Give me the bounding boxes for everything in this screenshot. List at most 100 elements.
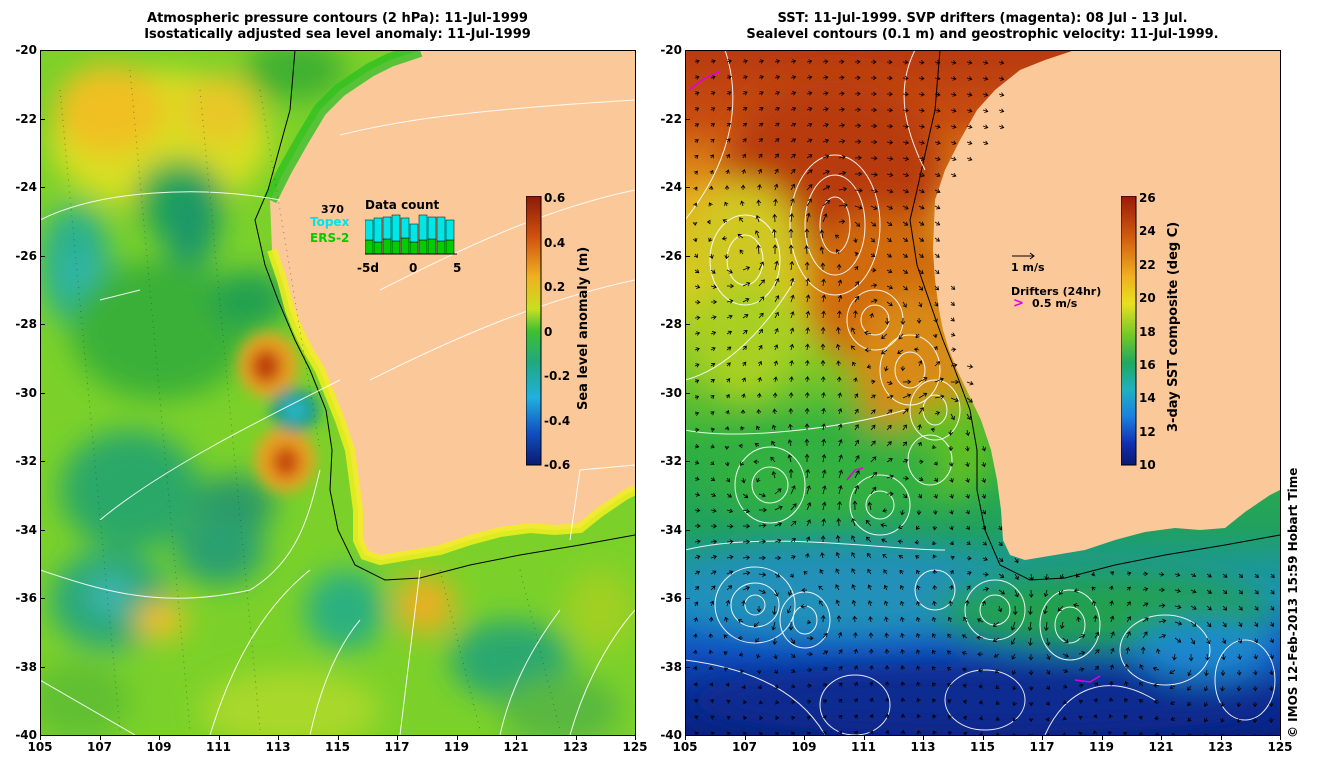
velocity-vector bbox=[933, 461, 938, 466]
velocity-vector bbox=[915, 333, 920, 339]
velocity-vector bbox=[710, 363, 716, 368]
velocity-vector bbox=[1252, 685, 1258, 692]
velocity-vector bbox=[854, 59, 861, 65]
velocity-vector bbox=[900, 600, 905, 607]
lon-tick-label: 107 bbox=[86, 740, 113, 754]
velocity-vector bbox=[726, 107, 732, 112]
velocity-vector bbox=[947, 616, 953, 623]
velocity-vector bbox=[724, 201, 729, 207]
velocity-vector bbox=[962, 715, 968, 721]
velocity-vector bbox=[950, 555, 955, 560]
velocity-vector bbox=[886, 188, 894, 194]
velocity-vector bbox=[725, 394, 730, 399]
velocity-vector bbox=[854, 91, 861, 97]
velocity-vector bbox=[821, 407, 826, 415]
velocity-vector bbox=[758, 91, 764, 96]
velocity-vector bbox=[838, 186, 848, 192]
velocity-vector bbox=[822, 91, 829, 96]
velocity-vector bbox=[708, 616, 714, 623]
velocity-vector bbox=[918, 407, 924, 415]
velocity-vector bbox=[742, 715, 748, 721]
velocity-vector bbox=[758, 507, 768, 513]
velocity-vector bbox=[870, 486, 877, 495]
velocity-vector bbox=[1172, 653, 1177, 661]
velocity-vector bbox=[1126, 631, 1131, 639]
velocity-vector bbox=[742, 699, 747, 705]
topex-count-bar bbox=[436, 216, 446, 242]
velocity-vector bbox=[790, 538, 796, 543]
velocity-vector bbox=[724, 426, 730, 431]
ers2-count-bar bbox=[427, 238, 437, 255]
velocity-vector bbox=[961, 651, 968, 656]
velocity-vector bbox=[870, 440, 876, 447]
velocity-vector bbox=[916, 317, 922, 324]
velocity-vector bbox=[757, 360, 763, 367]
velocity-vector bbox=[1108, 714, 1113, 719]
velocity-vector bbox=[710, 59, 716, 64]
velocity-vector bbox=[853, 237, 858, 244]
velocity-vector bbox=[918, 285, 924, 291]
drifter-track bbox=[846, 467, 864, 481]
velocity-vector bbox=[806, 212, 811, 223]
velocity-vector bbox=[918, 124, 925, 129]
velocity-vector bbox=[1062, 668, 1069, 673]
velocity-vector bbox=[806, 519, 811, 527]
velocity-vector bbox=[902, 379, 912, 385]
velocity-vector bbox=[947, 683, 952, 688]
velocity-vector bbox=[708, 185, 714, 191]
velocity-vector bbox=[1220, 669, 1226, 677]
velocity-vector bbox=[1014, 589, 1019, 598]
velocity-vector bbox=[709, 253, 714, 260]
sea-level-anomaly-map[interactable]: 370 Topex ERS-2 Data count -5d 0 5 bbox=[40, 50, 635, 735]
velocity-vector bbox=[1203, 685, 1209, 692]
lon-tick-label: 121 bbox=[503, 740, 529, 754]
data-count-title: Data count bbox=[365, 198, 440, 212]
velocity-vector bbox=[1091, 600, 1097, 607]
velocity-vector bbox=[742, 122, 748, 127]
velocity-vector bbox=[788, 468, 794, 479]
velocity-vector bbox=[898, 333, 904, 340]
velocity-vector bbox=[806, 699, 812, 705]
velocity-vector bbox=[1158, 634, 1167, 639]
velocity-vector bbox=[913, 347, 920, 352]
velocity-vector bbox=[774, 260, 779, 271]
velocity-vector bbox=[1140, 646, 1146, 655]
velocity-vector bbox=[853, 377, 858, 383]
velocity-vector bbox=[1174, 637, 1182, 643]
velocity-vector bbox=[982, 108, 989, 113]
drifter-speed-label: 0.5 m/s bbox=[1032, 297, 1078, 310]
velocity-vector bbox=[966, 156, 973, 162]
lon-tick-label: 105 bbox=[672, 740, 698, 754]
velocity-vector bbox=[897, 524, 904, 530]
velocity-vector bbox=[1268, 701, 1274, 708]
velocity-vector bbox=[1057, 605, 1064, 612]
velocity-vector bbox=[982, 60, 989, 65]
lon-tick-mark bbox=[397, 735, 398, 740]
velocity-vector bbox=[774, 699, 780, 705]
velocity-vector bbox=[821, 392, 826, 399]
velocity-vector bbox=[1158, 603, 1166, 608]
velocity-vector bbox=[1221, 653, 1226, 661]
colorbar-tick-label: -0.6 bbox=[544, 458, 571, 472]
velocity-vector bbox=[950, 140, 957, 145]
velocity-vector bbox=[949, 509, 954, 515]
velocity-vector bbox=[934, 156, 941, 162]
histogram-axis-min: -5d bbox=[357, 261, 379, 275]
sst-map[interactable]: 1 m/s Drifters (24hr) > 0.5 m/s bbox=[685, 50, 1280, 735]
velocity-vector bbox=[694, 492, 701, 497]
velocity-vector bbox=[789, 327, 795, 335]
velocity-vector bbox=[1236, 733, 1240, 735]
velocity-vector bbox=[852, 361, 857, 367]
velocity-vector bbox=[836, 615, 842, 623]
velocity-vector bbox=[757, 168, 763, 175]
velocity-vector bbox=[822, 138, 830, 144]
velocity-vector bbox=[788, 423, 793, 431]
velocity-vector bbox=[886, 172, 894, 178]
velocity-vector bbox=[724, 616, 729, 623]
velocity-vector bbox=[1142, 631, 1148, 639]
velocity-vector bbox=[774, 328, 779, 335]
velocity-vector bbox=[821, 278, 826, 287]
velocity-vector bbox=[755, 637, 760, 643]
velocity-vector bbox=[1093, 615, 1098, 623]
drifter-track bbox=[688, 71, 720, 91]
